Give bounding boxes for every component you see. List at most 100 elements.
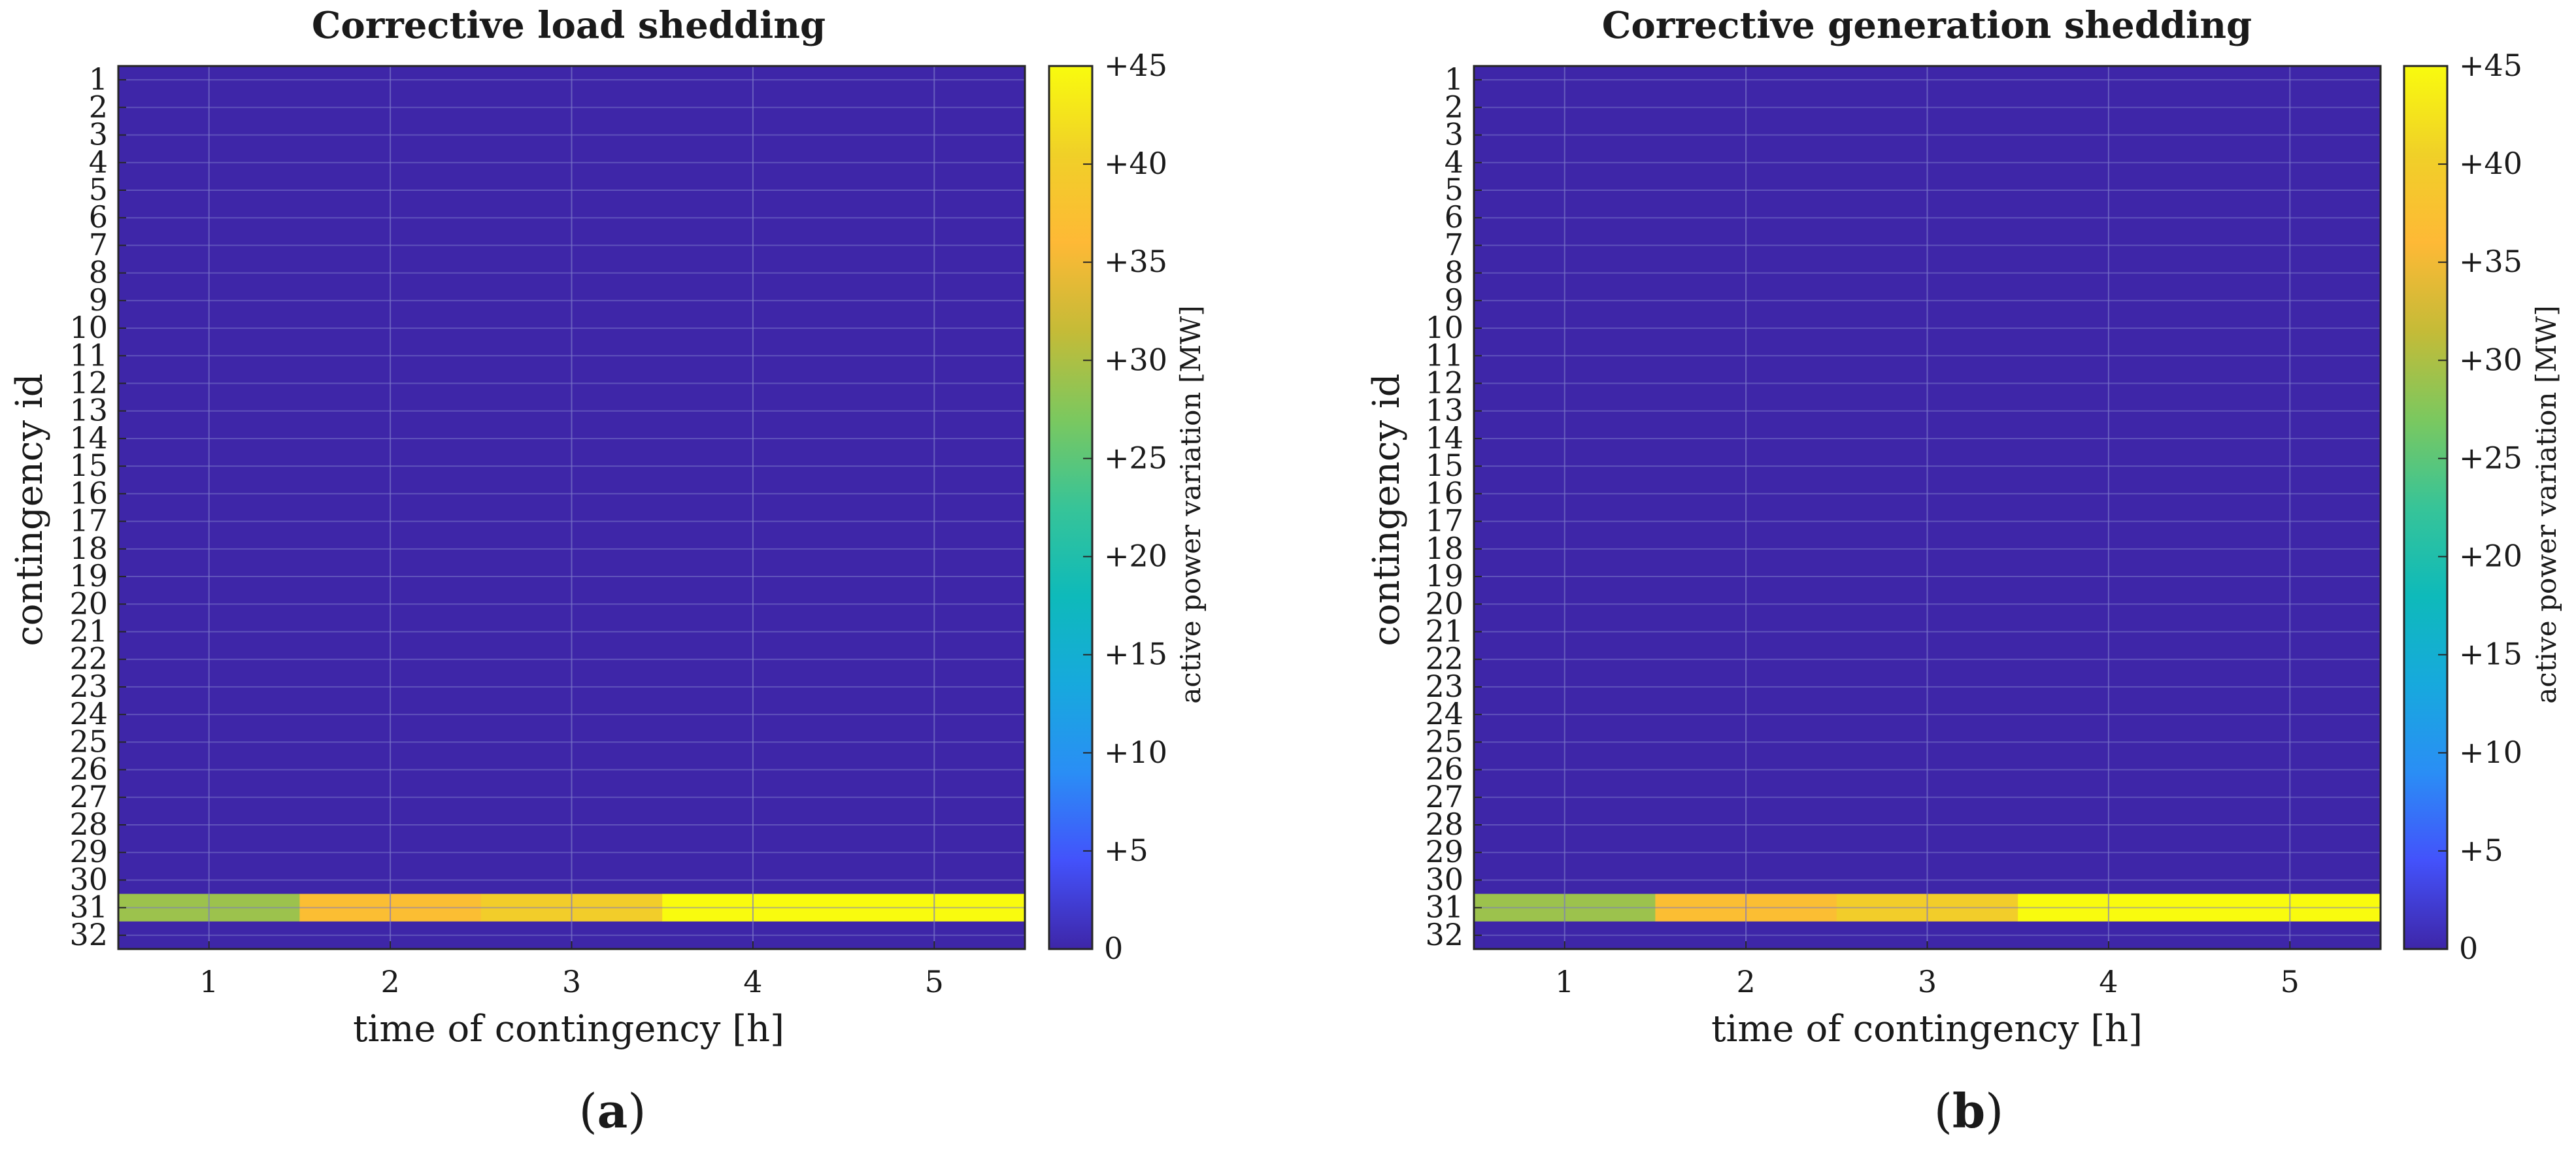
x-tick-label: 3: [562, 964, 581, 999]
y-tick-label: 10: [69, 310, 108, 345]
y-axis-label: contingency id: [1365, 373, 1408, 646]
y-tick-label: 22: [1425, 641, 1464, 676]
y-tick-label: 16: [1425, 475, 1464, 510]
y-tick-label: 19: [1425, 558, 1464, 593]
y-tick-label: 7: [89, 227, 108, 262]
colorbar: 0 +5 +10 +15 +20 +25 +30 +35 +40 +45: [1048, 48, 1167, 966]
x-tick-label: 4: [2099, 964, 2118, 999]
y-tick-label: 11: [1425, 337, 1464, 373]
colorbar-tick-label: +35: [1104, 244, 1167, 279]
colorbar: 0 +5 +10 +15 +20 +25 +30 +35 +40 +45: [2403, 48, 2522, 966]
x-tick-labels: 1 2 3 4 5: [199, 964, 944, 999]
colorbar-tick-label: +30: [1104, 342, 1167, 377]
x-tick-label: 3: [1918, 964, 1937, 999]
heatmap-area: [1473, 65, 2382, 950]
panel-b: Corrective generation shedding 123456789…: [1365, 4, 2562, 1139]
y-tick-label: 18: [1425, 531, 1464, 566]
y-tick-label: 20: [69, 586, 108, 621]
chart-title: Corrective generation shedding: [1602, 4, 2252, 47]
colorbar-tick-label: +20: [1104, 539, 1167, 574]
x-tick-labels: 1 2 3 4 5: [1555, 964, 2300, 999]
panel-label: (a): [579, 1083, 646, 1139]
y-tick-label: 5: [1445, 172, 1464, 207]
colorbar-tick-label: +10: [1104, 735, 1167, 770]
y-tick-label: 5: [89, 172, 108, 207]
y-tick-label: 26: [69, 752, 108, 787]
y-tick-label: 3: [89, 117, 108, 152]
colorbar-tick-label: +40: [1104, 146, 1167, 181]
y-tick-label: 29: [69, 834, 108, 869]
y-tick-label: 7: [1445, 227, 1464, 262]
y-tick-label: 28: [69, 807, 108, 842]
colorbar-tick-label: +15: [1104, 637, 1167, 672]
y-tick-label: 16: [69, 475, 108, 510]
colorbar-gradient: [2403, 65, 2449, 950]
colorbar-tick-label: +45: [1104, 48, 1167, 83]
y-tick-label: 25: [69, 724, 108, 759]
x-tick-label: 4: [743, 964, 762, 999]
y-tick-label: 9: [1445, 282, 1464, 318]
y-tick-label: 4: [89, 144, 108, 180]
y-tick-label: 11: [69, 337, 108, 373]
panel-a: Corrective load shedding 123456789101112…: [8, 4, 1207, 1139]
x-tick-label: 1: [199, 964, 218, 999]
y-tick-label: 2: [1445, 89, 1464, 124]
x-tick-label: 1: [1555, 964, 1574, 999]
colorbar-tick-label: +10: [2459, 735, 2522, 770]
x-tick-label: 2: [380, 964, 399, 999]
y-tick-label: 29: [1425, 834, 1464, 869]
y-tick-label: 14: [69, 420, 108, 456]
y-tick-label: 23: [1425, 669, 1464, 704]
y-tick-labels: 1234567891011121314151617181920212223242…: [69, 61, 108, 952]
y-tick-label: 21: [69, 613, 108, 648]
y-tick-label: 30: [1425, 861, 1464, 897]
y-tick-label: 13: [1425, 393, 1464, 428]
y-tick-label: 31: [69, 890, 108, 925]
y-tick-label: 12: [69, 365, 108, 401]
y-tick-label: 4: [1445, 144, 1464, 180]
x-axis-label: time of contingency [h]: [353, 1008, 784, 1050]
y-tick-label: 19: [69, 558, 108, 593]
y-tick-label: 27: [1425, 779, 1464, 814]
y-tick-label: 32: [69, 917, 108, 952]
colorbar-tick-label: +15: [2459, 637, 2522, 672]
y-tick-label: 8: [89, 255, 108, 290]
y-tick-label: 24: [69, 696, 108, 731]
y-tick-label: 15: [69, 448, 108, 483]
y-tick-label: 10: [1425, 310, 1464, 345]
colorbar-tick-label: +35: [2459, 244, 2522, 279]
y-tick-labels: 1234567891011121314151617181920212223242…: [1425, 61, 1464, 952]
colorbar-tick-label: +45: [2459, 48, 2522, 83]
y-tick-label: 17: [1425, 503, 1464, 539]
heatmap-area: [117, 65, 1026, 950]
y-tick-label: 6: [89, 199, 108, 235]
panel-label: (b): [1934, 1083, 2004, 1139]
y-tick-label: 22: [69, 641, 108, 676]
colorbar-tick-label: +30: [2459, 342, 2522, 377]
y-tick-label: 6: [1445, 199, 1464, 235]
y-tick-label: 8: [1445, 255, 1464, 290]
colorbar-tick-label: +40: [2459, 146, 2522, 181]
x-axis-label: time of contingency [h]: [1711, 1008, 2143, 1050]
colorbar-label: active power variation [MW]: [1175, 305, 1207, 703]
y-tick-label: 3: [1445, 117, 1464, 152]
chart-title: Corrective load shedding: [312, 4, 826, 47]
y-tick-label: 25: [1425, 724, 1464, 759]
y-tick-label: 32: [1425, 917, 1464, 952]
y-tick-label: 20: [1425, 586, 1464, 621]
y-tick-label: 28: [1425, 807, 1464, 842]
y-tick-label: 31: [1425, 890, 1464, 925]
y-tick-label: 9: [89, 282, 108, 318]
y-tick-label: 1: [89, 61, 108, 97]
y-tick-label: 21: [1425, 613, 1464, 648]
colorbar-tick-label: +20: [2459, 539, 2522, 574]
y-tick-label: 24: [1425, 696, 1464, 731]
colorbar-tick-label: +5: [2459, 833, 2503, 868]
y-tick-label: 26: [1425, 752, 1464, 787]
y-tick-label: 14: [1425, 420, 1464, 456]
y-tick-label: 30: [69, 861, 108, 897]
colorbar-tick-label: +5: [1104, 833, 1148, 868]
colorbar-tick-label: 0: [2459, 931, 2478, 966]
x-tick-label: 5: [925, 964, 944, 999]
